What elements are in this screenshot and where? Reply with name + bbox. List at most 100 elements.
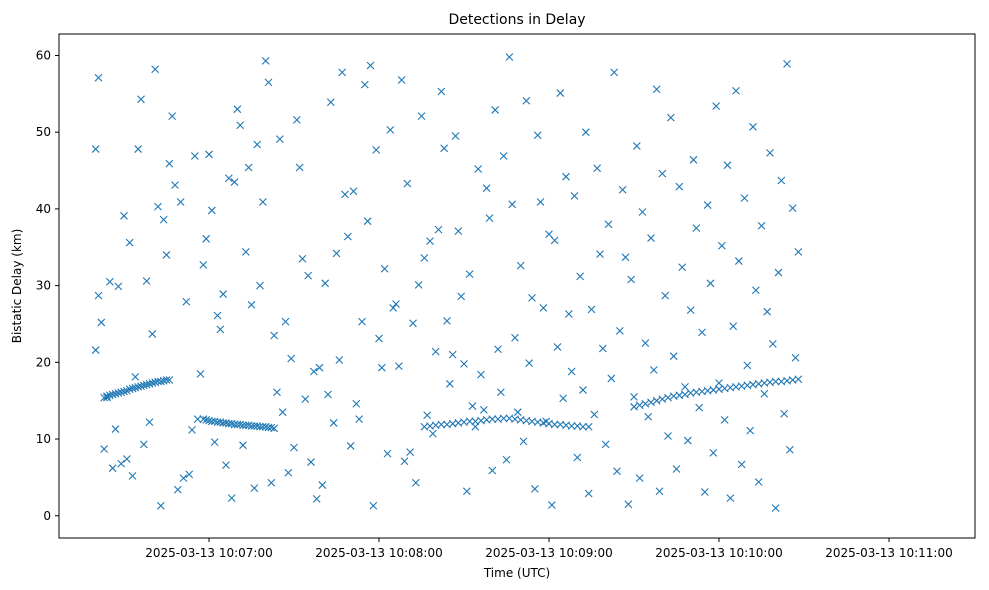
data-point-detections bbox=[717, 241, 726, 250]
data-point-detections bbox=[754, 478, 763, 486]
data-point-detections bbox=[247, 300, 256, 309]
data-point-track_3 bbox=[584, 422, 593, 431]
data-point-detections bbox=[392, 300, 400, 308]
data-point-detections bbox=[559, 394, 568, 403]
data-point-track_3 bbox=[499, 414, 508, 423]
data-point-detections bbox=[709, 448, 718, 457]
data-point-detections bbox=[188, 425, 196, 434]
data-point-detections bbox=[250, 484, 259, 493]
data-point-detections bbox=[233, 105, 242, 114]
data-point-detections bbox=[522, 96, 531, 105]
data-point-track_1 bbox=[114, 389, 123, 397]
data-point-track_1 bbox=[125, 385, 134, 394]
data-point-detections bbox=[409, 319, 417, 328]
data-point-detections bbox=[655, 487, 664, 496]
data-point-detections bbox=[366, 61, 375, 70]
data-point-detections bbox=[771, 504, 780, 512]
data-point-detections bbox=[547, 501, 556, 509]
data-point-detections bbox=[355, 415, 364, 423]
data-point-detections bbox=[94, 73, 103, 82]
data-point-detections bbox=[386, 126, 395, 134]
data-point-detections bbox=[777, 176, 786, 185]
data-point-track_4 bbox=[652, 396, 661, 405]
data-point-detections bbox=[596, 250, 604, 259]
data-point-detections bbox=[372, 145, 381, 154]
data-point-detections bbox=[723, 161, 732, 170]
data-point-detections bbox=[346, 442, 355, 450]
data-point-detections bbox=[613, 467, 621, 476]
data-point-detections bbox=[219, 290, 228, 298]
data-point-detections bbox=[511, 333, 519, 342]
data-point-detections bbox=[499, 152, 508, 160]
data-point-detections bbox=[100, 445, 109, 453]
data-point-detections bbox=[295, 163, 304, 172]
data-point-detections bbox=[570, 191, 579, 200]
x-tick-label: 2025-03-13 10:08:00 bbox=[315, 546, 442, 560]
data-point-detections bbox=[383, 449, 392, 458]
data-point-detections bbox=[349, 187, 358, 196]
data-point-detections bbox=[369, 501, 378, 510]
data-point-detections bbox=[505, 53, 514, 61]
data-point-detections bbox=[536, 198, 545, 206]
data-point-detections bbox=[131, 373, 140, 381]
data-point-detections bbox=[644, 412, 653, 421]
data-point-detections bbox=[615, 326, 624, 335]
data-point-detections bbox=[154, 202, 162, 211]
data-point-detections bbox=[593, 164, 602, 173]
data-point-detections bbox=[338, 68, 347, 77]
data-point-detections bbox=[258, 198, 267, 206]
data-point-detections bbox=[788, 204, 797, 213]
data-point-detections bbox=[239, 441, 247, 450]
data-point-track_3 bbox=[437, 420, 446, 429]
data-point-detections bbox=[726, 494, 735, 502]
data-point-detections bbox=[635, 474, 644, 483]
data-point-detections bbox=[403, 179, 412, 188]
data-point-detections bbox=[261, 56, 270, 65]
data-point-detections bbox=[783, 60, 791, 68]
data-point-detections bbox=[573, 453, 582, 462]
data-point-detections bbox=[732, 86, 740, 95]
data-point-detections bbox=[281, 317, 290, 326]
data-point-detections bbox=[426, 237, 434, 246]
data-point-detections bbox=[567, 367, 576, 376]
data-point-detections bbox=[244, 163, 253, 172]
data-point-detections bbox=[114, 282, 123, 291]
data-point-track_2 bbox=[199, 415, 208, 423]
data-point-detections bbox=[576, 272, 585, 281]
data-point-track_4 bbox=[647, 398, 655, 407]
data-point-detections bbox=[638, 208, 647, 216]
data-point-detections bbox=[400, 457, 409, 466]
x-tick-label: 2025-03-13 10:10:00 bbox=[655, 546, 782, 560]
data-point-detections bbox=[579, 386, 587, 394]
data-point-track_1 bbox=[108, 390, 117, 399]
data-point-detections bbox=[111, 425, 120, 433]
data-point-detections bbox=[686, 306, 695, 315]
data-point-detections bbox=[533, 131, 542, 140]
data-point-detections bbox=[309, 367, 318, 376]
data-point-track_4 bbox=[664, 393, 672, 402]
data-point-detections bbox=[210, 438, 219, 446]
data-point-detections bbox=[468, 402, 477, 410]
data-point-detections bbox=[298, 254, 307, 263]
data-point-detections bbox=[457, 292, 466, 301]
y-tick-label: 20 bbox=[36, 355, 51, 369]
data-point-detections bbox=[780, 409, 789, 418]
data-point-detections bbox=[751, 286, 760, 295]
data-point-detections bbox=[423, 411, 432, 420]
data-point-detections bbox=[539, 303, 548, 312]
y-tick-label: 10 bbox=[36, 432, 51, 446]
data-point-detections bbox=[562, 172, 570, 181]
data-point-detections bbox=[301, 395, 310, 404]
data-point-detections bbox=[304, 271, 313, 280]
data-point-detections bbox=[494, 345, 502, 354]
data-point-detections bbox=[312, 494, 321, 503]
data-point-detections bbox=[632, 142, 641, 150]
y-tick-label: 50 bbox=[36, 125, 51, 139]
data-point-detections bbox=[397, 76, 406, 84]
data-point-track_1 bbox=[120, 387, 128, 396]
data-point-detections bbox=[516, 261, 525, 270]
data-point-detections bbox=[284, 468, 293, 477]
data-point-detections bbox=[224, 174, 233, 183]
data-point-detections bbox=[431, 347, 440, 356]
data-point-detections bbox=[389, 303, 398, 312]
